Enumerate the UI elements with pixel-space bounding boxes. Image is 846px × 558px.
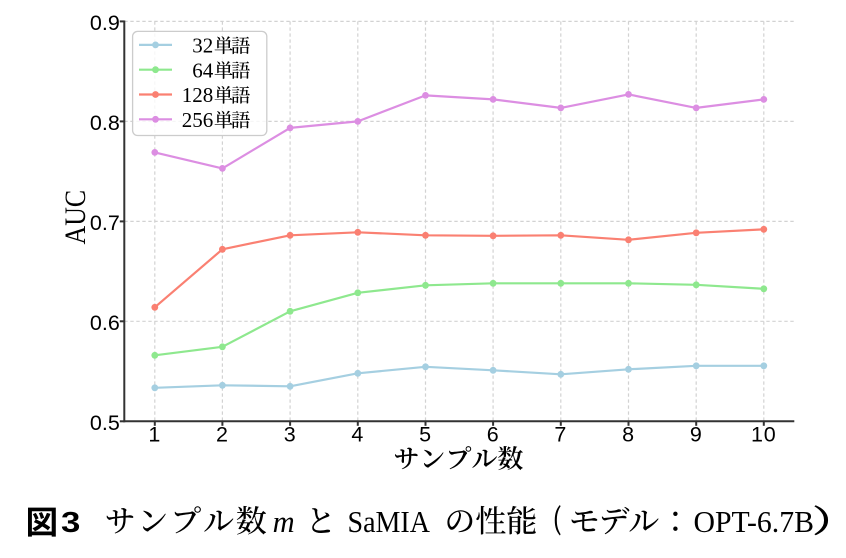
svg-text:256: 256 (182, 108, 214, 132)
svg-text:1: 1 (148, 423, 161, 447)
svg-text:SaMIA: SaMIA (348, 505, 431, 539)
svg-text:9: 9 (690, 423, 703, 447)
svg-text:7: 7 (554, 423, 567, 447)
svg-text:5: 5 (419, 423, 432, 447)
svg-text:64: 64 (192, 58, 214, 82)
svg-text:0.8: 0.8 (90, 111, 120, 135)
svg-text:OPT-6.7B: OPT-6.7B (694, 505, 815, 539)
svg-text:0.9: 0.9 (90, 11, 120, 35)
svg-text:32: 32 (192, 34, 213, 58)
svg-text:3: 3 (284, 423, 297, 447)
svg-text:4: 4 (351, 423, 364, 447)
svg-text:m: m (273, 505, 295, 539)
svg-text:2: 2 (216, 423, 229, 447)
svg-text:8: 8 (622, 423, 635, 447)
svg-text:0.6: 0.6 (90, 311, 120, 335)
svg-text:3: 3 (61, 506, 80, 538)
svg-text:10: 10 (751, 423, 777, 447)
svg-text:AUC: AUC (60, 190, 92, 245)
svg-text:0.5: 0.5 (90, 411, 120, 435)
svg-text:6: 6 (487, 423, 500, 447)
svg-text:0.7: 0.7 (90, 211, 120, 235)
svg-text:128: 128 (182, 83, 214, 107)
